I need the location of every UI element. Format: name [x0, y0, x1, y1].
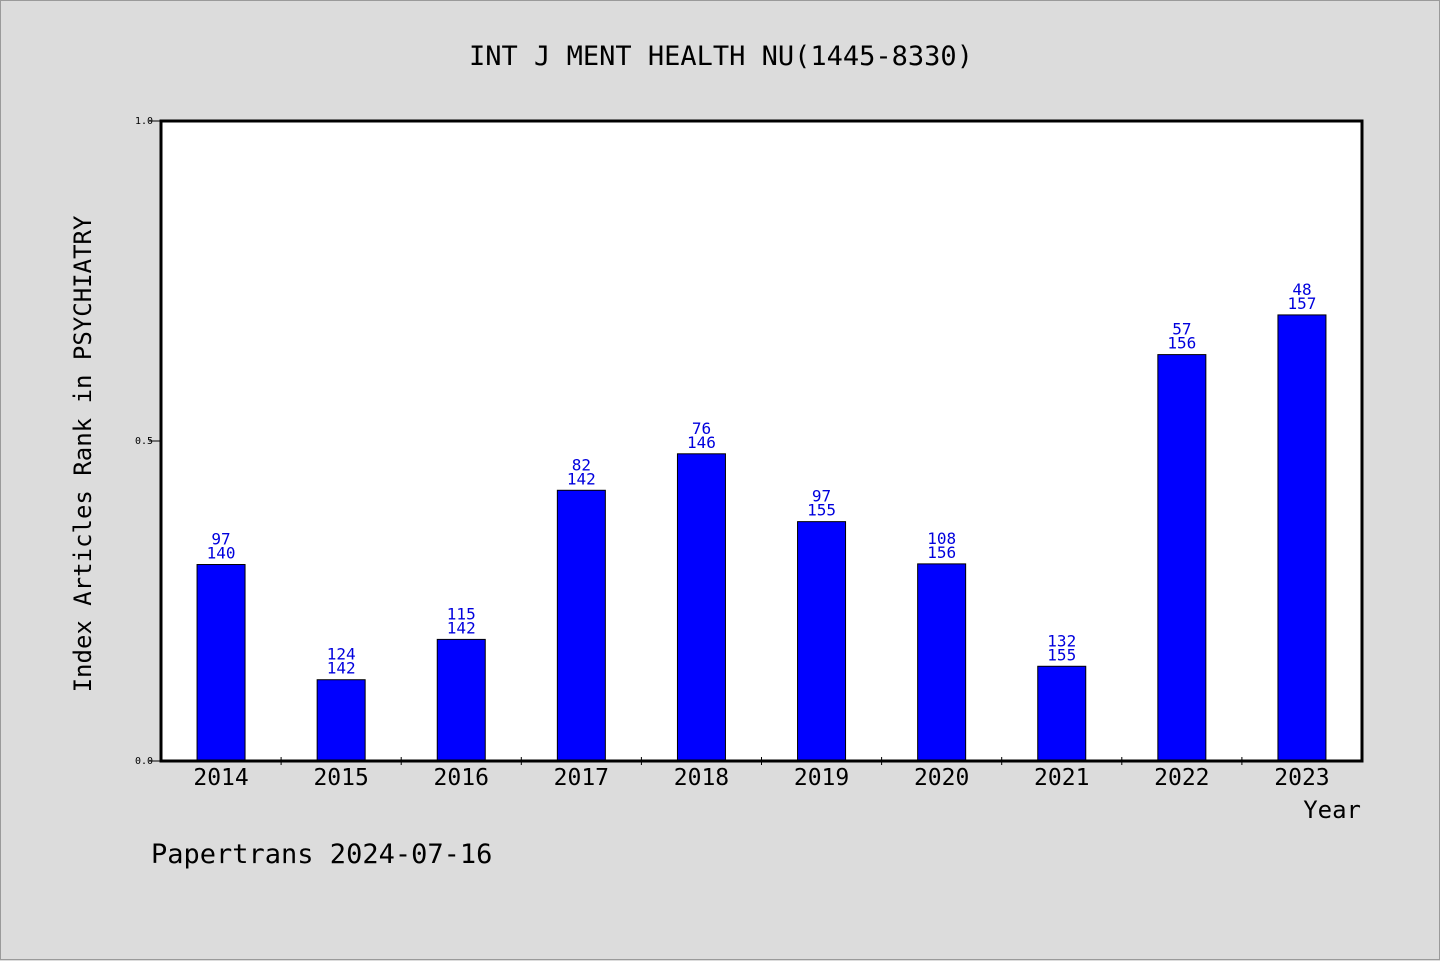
- x-tick-label: 2020: [914, 765, 969, 791]
- bar-total-label: 156: [927, 543, 956, 562]
- x-axis-label: Year: [1303, 796, 1361, 824]
- bar-total-label: 156: [1167, 334, 1196, 353]
- bar-2021: [1037, 665, 1087, 762]
- bar-2018: [676, 453, 726, 762]
- footer-credit: Papertrans 2024-07-16: [151, 839, 492, 870]
- bar-total-label: 155: [807, 501, 836, 520]
- bar-rank-label: 76: [692, 419, 711, 438]
- bar-2016: [436, 638, 486, 762]
- y-axis-label: Index Articles Rank in PSYCHIATRY: [69, 215, 97, 692]
- x-tick-label: 2021: [1034, 765, 1089, 791]
- bar-rank-label: 115: [447, 604, 476, 623]
- bar-2022: [1157, 354, 1207, 762]
- bar-total-label: 140: [207, 544, 236, 563]
- bar-total-label: 155: [1047, 645, 1076, 664]
- y-tick-label: 1.0: [135, 116, 153, 127]
- x-tick-label: 2016: [434, 765, 489, 791]
- bar-2017: [556, 489, 606, 762]
- y-tick-label: 0.0: [135, 756, 153, 767]
- chart-title: INT J MENT HEALTH NU(1445-8330): [469, 41, 973, 72]
- x-tick-label: 2022: [1154, 765, 1209, 791]
- bar-total-label: 142: [567, 469, 596, 488]
- bar-2020: [917, 563, 967, 762]
- x-tick-label: 2023: [1274, 765, 1329, 791]
- bar-2015: [316, 679, 366, 762]
- x-tick-label: 2018: [674, 765, 729, 791]
- y-tick-label: 0.5: [135, 436, 153, 447]
- bar-2014: [196, 564, 246, 762]
- bar-total-label: 157: [1287, 294, 1316, 313]
- bar-rank-label: 124: [327, 645, 356, 664]
- bar-rank-label: 97: [812, 487, 831, 506]
- x-tick-label: 2017: [554, 765, 609, 791]
- bar-total-label: 146: [687, 433, 716, 452]
- x-tick-label: 2015: [313, 765, 368, 791]
- bar-rank-label: 82: [572, 455, 591, 474]
- bars-layer: 9714012414211514282142761469715510815613…: [196, 280, 1327, 762]
- axis-layer: 2014 2015 2016 2017 2018 2019 2020 2021 2022 2023…: [135, 116, 1330, 791]
- bar-rank-label: 48: [1292, 280, 1311, 299]
- bar-rank-label: 132: [1047, 631, 1076, 650]
- bar-total-label: 142: [327, 659, 356, 678]
- bar-2019: [797, 521, 847, 762]
- x-tick-label: 2014: [193, 765, 248, 791]
- bar-rank-label: 108: [927, 529, 956, 548]
- x-tick-label: 2019: [794, 765, 849, 791]
- bar-rank-label: 57: [1172, 320, 1191, 339]
- bar-rank-label: 97: [211, 530, 230, 549]
- bar-total-label: 142: [447, 618, 476, 637]
- bar-2023: [1277, 314, 1327, 762]
